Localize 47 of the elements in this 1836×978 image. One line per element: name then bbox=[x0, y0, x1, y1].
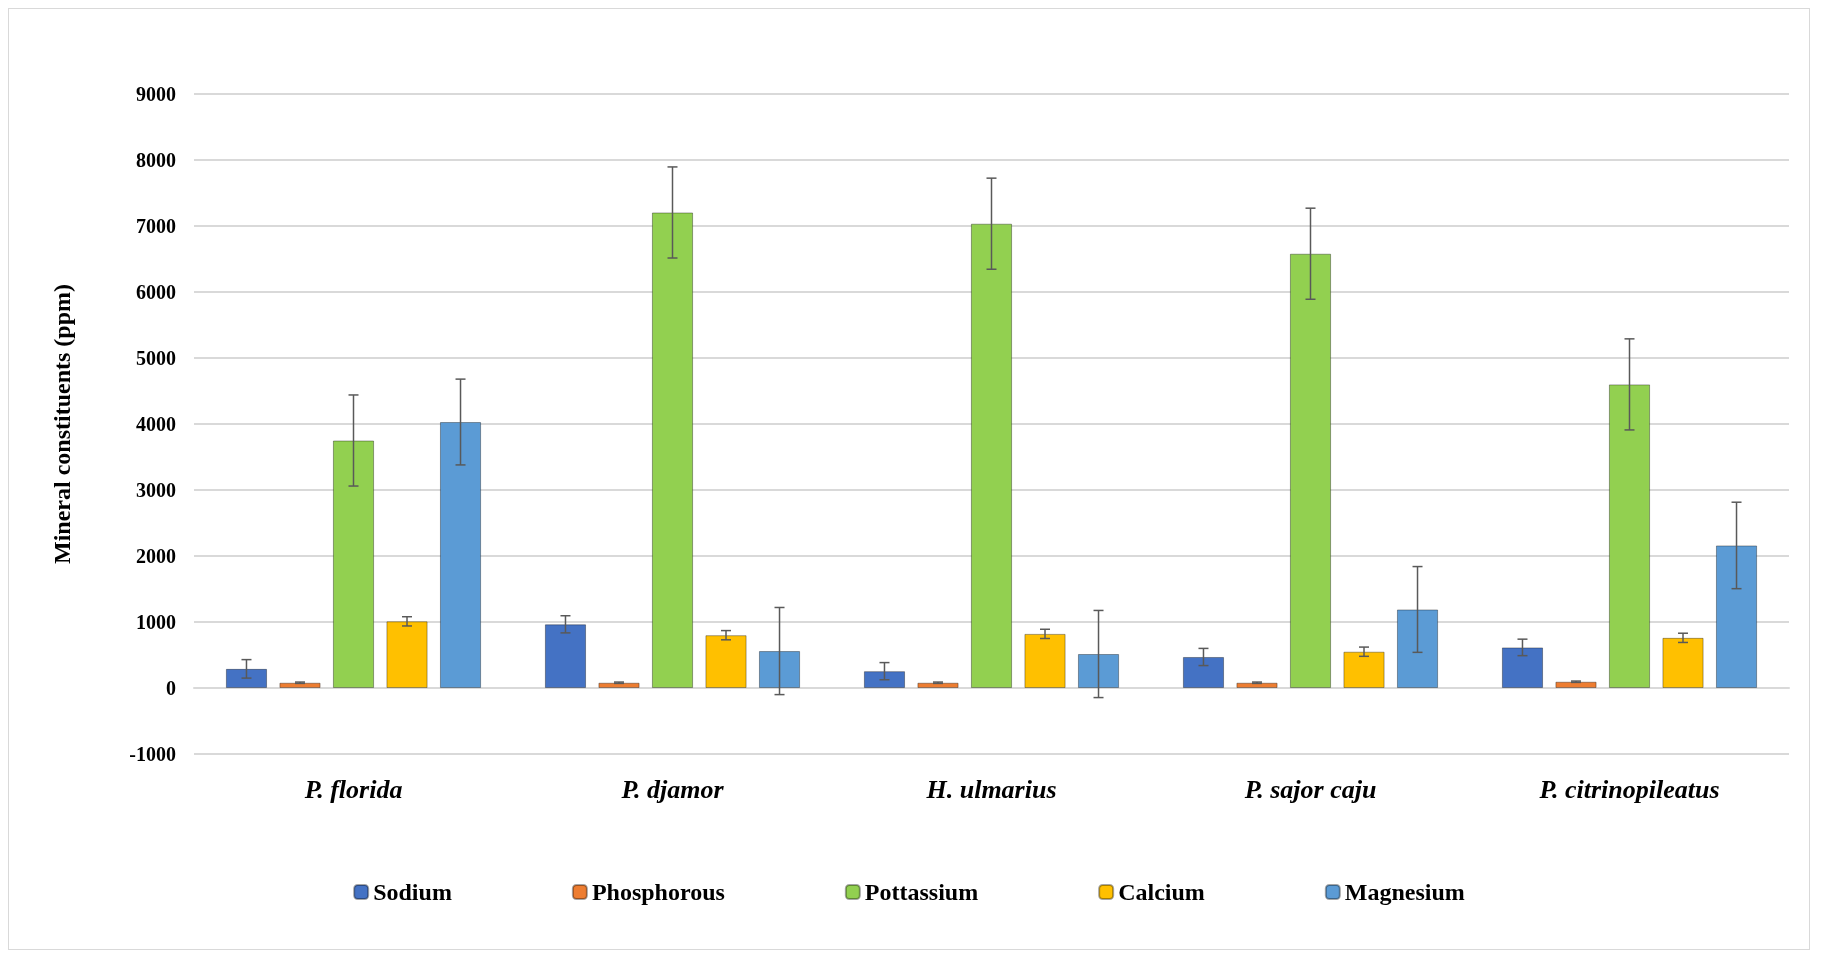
bar bbox=[1024, 633, 1066, 688]
bar bbox=[1343, 651, 1385, 688]
y-tick-label: -1000 bbox=[129, 743, 176, 765]
bar bbox=[1608, 384, 1651, 688]
x-tick-label: P. sajor caju bbox=[1243, 774, 1377, 804]
bar bbox=[917, 682, 959, 688]
x-tick-label: P. citrinopileatus bbox=[1538, 774, 1720, 804]
y-tick-label: 2000 bbox=[136, 545, 176, 567]
bar bbox=[1077, 654, 1120, 688]
x-tick-label: H. ulmarius bbox=[925, 774, 1057, 804]
bar bbox=[758, 651, 801, 688]
bar bbox=[1715, 545, 1758, 688]
y-tick-label: 5000 bbox=[136, 347, 176, 369]
bar bbox=[1182, 656, 1225, 688]
y-axis-title: Mineral constituents (ppm) bbox=[49, 284, 75, 564]
legend-label: Phosphorous bbox=[591, 879, 725, 905]
bar bbox=[1555, 681, 1597, 688]
legend-label: Pottassium bbox=[864, 879, 979, 905]
bar bbox=[332, 440, 375, 688]
bar bbox=[1289, 253, 1332, 688]
bar bbox=[1501, 647, 1544, 688]
y-tick-label: 1000 bbox=[136, 611, 176, 633]
x-tick-label: P. djamor bbox=[620, 774, 725, 804]
y-tick-label: 9000 bbox=[136, 83, 176, 105]
bar bbox=[544, 624, 587, 688]
x-tick-label: P. florida bbox=[303, 774, 403, 804]
legend-label: Magnesium bbox=[1344, 879, 1465, 905]
legend-label: Sodium bbox=[373, 879, 452, 905]
y-tick-label: 7000 bbox=[136, 215, 176, 237]
bar bbox=[863, 671, 906, 688]
bar bbox=[1662, 637, 1704, 688]
bar bbox=[439, 422, 482, 688]
bar bbox=[279, 682, 321, 688]
y-tick-label: 4000 bbox=[136, 413, 176, 435]
y-tick-label: 3000 bbox=[136, 479, 176, 501]
bar bbox=[970, 223, 1013, 688]
bar bbox=[651, 212, 694, 688]
bar bbox=[598, 682, 640, 688]
bar bbox=[1396, 609, 1439, 688]
bar bbox=[705, 635, 747, 688]
legend-label: Calcium bbox=[1118, 879, 1205, 905]
y-tick-label: 6000 bbox=[136, 281, 176, 303]
y-tick-label: 8000 bbox=[136, 149, 176, 171]
bar bbox=[386, 621, 428, 688]
bar bbox=[225, 668, 268, 688]
y-tick-label: 0 bbox=[166, 677, 176, 699]
bar bbox=[1236, 682, 1278, 688]
